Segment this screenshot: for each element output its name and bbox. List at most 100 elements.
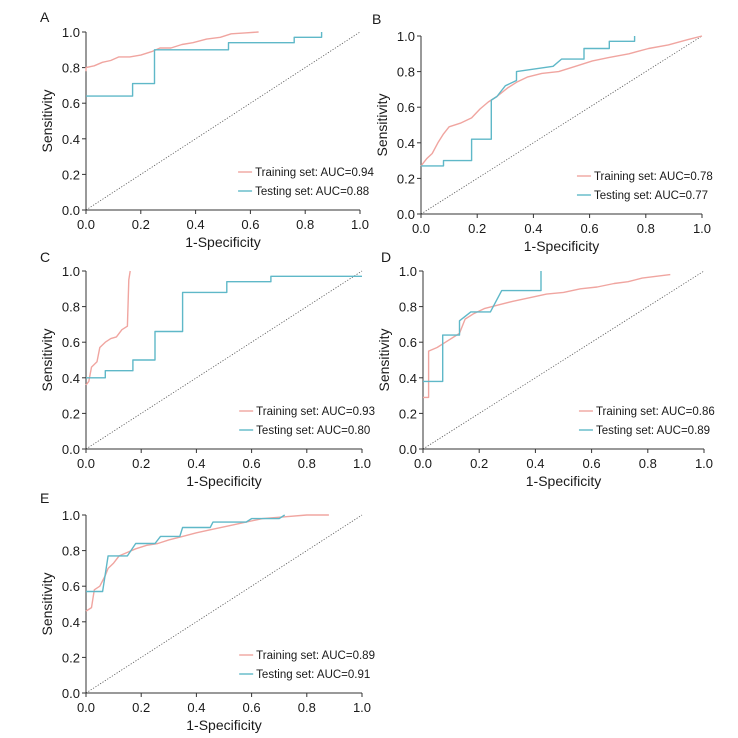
y-tick-label: 0.0 [62, 203, 80, 218]
legend-label-testing: Testing set: AUC=0.89 [596, 425, 710, 437]
x-tick-label: 0.4 [524, 221, 542, 236]
x-tick-label: 0.4 [187, 217, 205, 232]
x-tick-label: 1.0 [693, 221, 711, 236]
reference-diagonal [85, 514, 363, 694]
y-tick-label: 0.4 [62, 371, 80, 386]
x-tick-label: 0.2 [132, 700, 150, 715]
legend-label-testing: Testing set: AUC=0.77 [594, 190, 708, 202]
x-tick-label: 0.4 [187, 700, 205, 715]
x-tick-label: 0.8 [637, 221, 655, 236]
reference-diagonal [85, 270, 363, 450]
panel-e: E 0.0 0.2 0.4 0.6 0.8 1.0 0.0 0.2 0.4 0.6 0.8 1.0 1-S… [39, 490, 375, 733]
x-tick-label: 1.0 [351, 217, 369, 232]
x-axis-label: 1-Specificity [185, 234, 260, 250]
x-tick-label: 0.6 [241, 217, 259, 232]
testing-roc-curve [86, 275, 362, 379]
y-tick-label: 0.4 [399, 371, 417, 386]
testing-roc-curve [86, 32, 323, 97]
legend-label-training: Training set: AUC=0.93 [256, 406, 375, 418]
y-tick-label: 0.0 [397, 207, 415, 222]
y-tick-label: 0.2 [62, 406, 80, 421]
panel-a: A 0.0 0.2 0.4 0.6 0.8 1.0 0.0 0.2 0.4 0.6 0.8 1.0 1-S… [39, 9, 374, 250]
x-tick-label: 0.0 [412, 221, 430, 236]
testing-roc-curve [423, 271, 542, 383]
y-tick-label: 1.0 [399, 264, 417, 279]
y-axis-label: Sensitivity [39, 328, 55, 391]
x-tick-label: 0.2 [468, 221, 486, 236]
y-tick-label: 0.4 [62, 615, 80, 630]
y-tick-label: 0.6 [397, 100, 415, 115]
panel-c: C 0.0 0.2 0.4 0.6 0.8 1.0 0.0 0.2 0.4 0.6 0.8 1.0 1-S… [39, 249, 375, 489]
y-tick-label: 0.0 [399, 442, 417, 457]
panel-letter-e: E [40, 490, 49, 506]
y-tick-label: 0.8 [397, 65, 415, 80]
training-roc-curve [85, 31, 259, 72]
reference-diagonal [422, 270, 705, 450]
x-tick-label: 0.8 [298, 700, 316, 715]
x-tick-label: 0.4 [526, 456, 544, 471]
x-axis-label: 1-Specificity [186, 717, 261, 733]
x-axis-label: 1-Specificity [186, 473, 261, 489]
x-tick-label: 0.0 [77, 456, 95, 471]
x-tick-label: 0.2 [132, 217, 150, 232]
x-tick-label: 0.6 [243, 700, 261, 715]
y-tick-label: 0.8 [62, 300, 80, 315]
x-tick-label: 0.4 [187, 456, 205, 471]
testing-roc-curve [421, 36, 636, 167]
y-tick-label: 1.0 [62, 25, 80, 40]
y-tick-label: 0.8 [62, 544, 80, 559]
y-tick-label: 0.8 [62, 61, 80, 76]
legend-label-testing: Testing set: AUC=0.88 [255, 186, 369, 198]
x-axis-label: 1-Specificity [524, 238, 599, 254]
y-tick-label: 0.0 [62, 442, 80, 457]
training-roc-curve [420, 35, 703, 167]
y-tick-label: 1.0 [62, 508, 80, 523]
training-roc-curve [85, 270, 131, 386]
y-tick-label: 0.2 [397, 171, 415, 186]
y-tick-label: 0.0 [62, 686, 80, 701]
reference-diagonal [420, 35, 703, 215]
y-tick-label: 0.6 [62, 96, 80, 111]
panel-d: D 0.0 0.2 0.4 0.6 0.8 1.0 0.0 0.2 0.4 0.6 0.8 1.0 1-S… [376, 249, 715, 489]
x-tick-label: 0.6 [583, 456, 601, 471]
y-tick-label: 0.4 [62, 132, 80, 147]
y-tick-label: 0.2 [62, 167, 80, 182]
y-tick-label: 0.8 [399, 300, 417, 315]
y-axis-label: Sensitivity [39, 572, 55, 635]
legend-label-testing: Testing set: AUC=0.80 [256, 425, 370, 437]
y-axis-label: Sensitivity [39, 89, 55, 152]
panel-letter-c: C [40, 249, 50, 265]
reference-diagonal [85, 31, 361, 211]
y-tick-label: 0.6 [62, 335, 80, 350]
y-tick-label: 0.6 [62, 579, 80, 594]
y-axis-label: Sensitivity [374, 93, 390, 156]
x-tick-label: 1.0 [353, 700, 371, 715]
x-tick-label: 0.6 [581, 221, 599, 236]
y-tick-label: 0.2 [399, 406, 417, 421]
x-tick-label: 0.8 [296, 217, 314, 232]
x-tick-label: 0.8 [298, 456, 316, 471]
training-roc-curve [423, 273, 671, 399]
x-tick-label: 0.6 [243, 456, 261, 471]
legend-label-training: Training set: AUC=0.78 [594, 171, 713, 183]
y-tick-label: 0.2 [62, 650, 80, 665]
x-tick-label: 1.0 [695, 456, 713, 471]
legend-label-training: Training set: AUC=0.86 [596, 406, 715, 418]
x-tick-label: 0.2 [470, 456, 488, 471]
training-roc-curve [85, 514, 329, 612]
y-tick-label: 0.6 [399, 335, 417, 350]
x-tick-label: 0.0 [77, 217, 95, 232]
panel-letter-a: A [40, 9, 50, 25]
y-tick-label: 1.0 [62, 264, 80, 279]
legend-label-training: Training set: AUC=0.94 [255, 167, 374, 179]
panel-b: B 0.0 0.2 0.4 0.6 0.8 1.0 0.0 0.2 0.4 0.6 0.8 1.0 1-S… [372, 11, 713, 254]
x-tick-label: 0.8 [639, 456, 657, 471]
y-tick-label: 0.4 [397, 136, 415, 151]
y-axis-label: Sensitivity [376, 328, 392, 391]
testing-roc-curve [86, 514, 286, 593]
x-tick-label: 1.0 [353, 456, 371, 471]
x-tick-label: 0.0 [77, 700, 95, 715]
x-tick-label: 0.2 [132, 456, 150, 471]
y-tick-label: 1.0 [397, 29, 415, 44]
